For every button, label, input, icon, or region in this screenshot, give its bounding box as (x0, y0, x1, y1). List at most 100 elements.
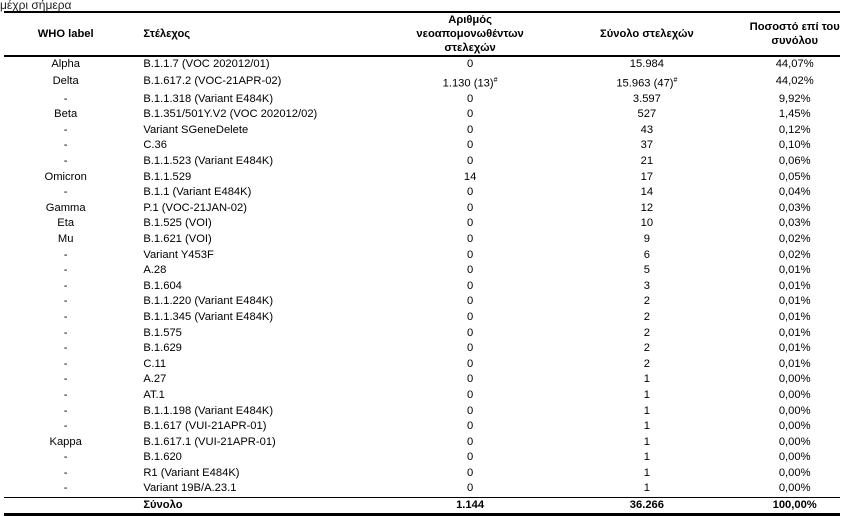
cell-new-isolates: 0 (396, 372, 545, 388)
cell-strain: B.1.351/501Y.V2 (VOC 202012/02) (127, 107, 395, 123)
cell-strain-text: B.1.1.220 (Variant E484K) (143, 295, 274, 308)
table-row: Gamma P.1 (VOC-21JAN-02) 0 12 0,03% (4, 200, 840, 216)
cell-total-strains-text: 5 (643, 264, 650, 277)
cell-percentage-text: 0,00% (778, 466, 811, 479)
table-row: Delta B.1.617.2 (VOC-21APR-02) 1.130 (13)#… (4, 73, 840, 92)
cell-percentage-text: 0,03% (778, 201, 811, 214)
cell-total-strains-text: 1 (643, 466, 650, 479)
cell-strain: B.1.1 (Variant E484K) (127, 185, 395, 201)
cell-total-strains-text: 14 (640, 186, 654, 199)
header-total-strains: Σύνολο στελεχών (600, 28, 694, 40)
cell-total-strains-text: 9 (643, 232, 650, 245)
cell-percentage: 0,12% (749, 123, 840, 139)
cell-new-isolates-text: 0 (466, 248, 474, 261)
cell-strain-text: B.1.1.345 (Variant E484K) (143, 310, 274, 323)
table-row: - Variant 19B/A.23.1 0 1 0,00% (4, 481, 840, 497)
total-total: 36.266 (629, 499, 664, 512)
table-row: - C.36 0 37 0,10% (4, 138, 840, 154)
total-label: Σύνολο (143, 499, 183, 512)
cell-who-label-text: - (63, 373, 68, 386)
cell-who-label-text: - (63, 310, 68, 323)
cell-who-label-text: - (63, 264, 68, 277)
cell-percentage: 0,00% (749, 481, 840, 497)
cell-new-isolates-text: 0 (466, 58, 474, 71)
cell-total-strains: 3.597 (544, 91, 749, 107)
cell-percentage: 0,02% (749, 247, 840, 263)
table-row: - B.1.1.318 (Variant E484K) 0 3.597 9,92% (4, 91, 840, 107)
cell-strain-text: B.1.1 (Variant E484K) (143, 186, 252, 199)
cell-percentage-text: 0,06% (778, 155, 811, 167)
cell-who-label: Gamma (4, 200, 127, 216)
cell-new-isolates: 0 (396, 450, 545, 466)
cell-total-strains-text: 37 (640, 139, 654, 152)
cell-total-strains: 1 (544, 434, 749, 450)
cell-total-strains: 43 (544, 123, 749, 139)
cell-total-strains-text: 1 (643, 420, 650, 433)
cell-who-label-text: - (63, 466, 68, 479)
cell-total-strains: 2 (544, 341, 749, 357)
table-row: - B.1.629 0 2 0,01% (4, 341, 840, 357)
cell-strain-text: P.1 (VOC-21JAN-02) (143, 201, 247, 214)
cell-percentage-text: 44,07% (775, 58, 814, 71)
cell-percentage-text: 0,00% (778, 482, 811, 495)
cell-new-isolates-text: 0 (466, 357, 474, 370)
cell-percentage-text: 0,05% (778, 170, 811, 183)
cell-who-label: - (4, 123, 127, 139)
cell-total-strains: 9 (544, 232, 749, 248)
total-pct: 100,00% (772, 499, 817, 512)
cell-strain: B.1.575 (127, 325, 395, 341)
cell-total-strains: 12 (544, 200, 749, 216)
cell-new-isolates: 0 (396, 356, 545, 372)
cell-total-strains-text: 2 (643, 357, 650, 370)
cell-percentage-text: 0,01% (778, 279, 811, 292)
cell-percentage: 1,45% (749, 107, 840, 123)
cell-who-label-text: Omicron (44, 170, 87, 183)
cell-strain: C.11 (127, 356, 395, 372)
cell-strain-text: A.28 (143, 264, 167, 277)
cell-who-label-text: - (63, 451, 68, 464)
cell-percentage-text: 0,00% (778, 451, 811, 464)
cell-percentage: 0,01% (749, 278, 840, 294)
cell-strain-text: B.1.604 (143, 279, 182, 292)
cell-strain: P.1 (VOC-21JAN-02) (127, 200, 395, 216)
cell-who-label-text: - (63, 295, 68, 308)
cell-total-strains: 17 (544, 169, 749, 185)
table-row: Eta B.1.525 (VOI) 0 10 0,03% (4, 216, 840, 232)
cell-percentage-text: 44,02% (775, 75, 814, 88)
cell-percentage-text: 0,04% (778, 186, 811, 199)
cell-total-strains: 5 (544, 263, 749, 279)
cell-new-isolates: 0 (396, 123, 545, 139)
cell-percentage: 0,01% (749, 356, 840, 372)
cell-strain: A.28 (127, 263, 395, 279)
cell-new-isolates: 0 (396, 154, 545, 170)
cell-who-label-text: - (63, 139, 68, 152)
cell-who-label-text: Kappa (49, 435, 82, 448)
cell-new-isolates-text: 0 (466, 108, 474, 121)
cell-new-isolates-text: 14 (463, 170, 477, 183)
cell-total-strains: 10 (544, 216, 749, 232)
cell-percentage: 0,00% (749, 388, 840, 404)
cell-strain: Variant 19B/A.23.1 (127, 481, 395, 497)
cell-total-strains-text: 1 (643, 404, 650, 417)
cell-total-strains-text: 17 (640, 170, 654, 183)
table-row: - B.1.575 0 2 0,01% (4, 325, 840, 341)
cell-who-label: Kappa (4, 434, 127, 450)
cell-strain-text: B.1.351/501Y.V2 (VOC 202012/02) (143, 108, 318, 121)
cell-percentage: 0,01% (749, 341, 840, 357)
cell-percentage-text: 0,00% (778, 420, 811, 433)
cell-strain-text: B.1.1.198 (Variant E484K) (143, 404, 274, 417)
cell-who-label: - (4, 356, 127, 372)
cell-strain: B.1.629 (127, 341, 395, 357)
cell-who-label-text: - (63, 155, 68, 167)
cell-total-strains: 1 (544, 419, 749, 435)
cell-total-strains-text: 1 (643, 373, 650, 386)
cell-strain-text: B.1.629 (143, 342, 182, 355)
footnote-marker: # (493, 76, 498, 84)
cell-who-label-text: - (63, 357, 68, 370)
cell-new-isolates-text: 0 (466, 420, 474, 433)
header-row: WHO label Στέλεχος Αριθμός νεοαπομονωθέν… (4, 12, 840, 56)
table-row: - AT.1 0 1 0,00% (4, 388, 840, 404)
cell-strain: B.1.525 (VOI) (127, 216, 395, 232)
cell-strain-text: AT.1 (143, 388, 165, 401)
cell-who-label: - (4, 91, 127, 107)
